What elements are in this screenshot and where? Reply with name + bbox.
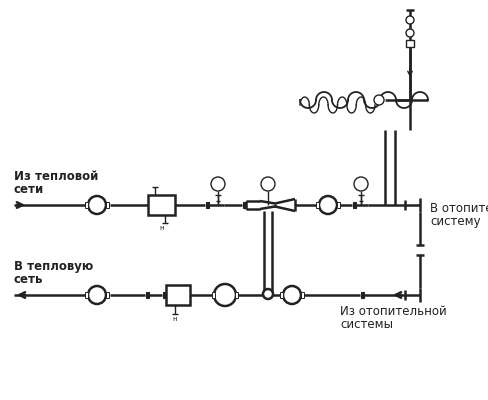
Bar xyxy=(106,202,109,208)
Bar xyxy=(85,292,88,298)
Bar xyxy=(145,292,148,298)
Bar xyxy=(280,292,283,298)
Bar xyxy=(301,292,304,298)
Bar xyxy=(212,292,215,298)
Circle shape xyxy=(354,177,368,191)
Text: В отопительную: В отопительную xyxy=(430,202,488,215)
Bar xyxy=(406,40,414,47)
Bar xyxy=(148,195,175,215)
Bar xyxy=(352,202,355,208)
Circle shape xyxy=(88,286,106,304)
Bar xyxy=(235,292,238,298)
Bar xyxy=(317,202,320,208)
Circle shape xyxy=(88,196,106,214)
Circle shape xyxy=(263,289,273,299)
Text: В тепловую: В тепловую xyxy=(14,260,93,273)
Bar xyxy=(85,202,88,208)
Text: Из отопительной: Из отопительной xyxy=(340,305,447,318)
Bar xyxy=(281,292,284,298)
Text: Из тепловой: Из тепловой xyxy=(14,170,99,183)
Text: системы: системы xyxy=(340,318,393,331)
Text: систему: систему xyxy=(430,215,481,228)
Bar xyxy=(106,292,109,298)
Text: сети: сети xyxy=(14,183,44,196)
Circle shape xyxy=(406,16,414,24)
Bar xyxy=(361,292,364,298)
Bar xyxy=(337,202,340,208)
Bar xyxy=(316,202,319,208)
Circle shape xyxy=(406,29,414,37)
Circle shape xyxy=(319,196,337,214)
Bar xyxy=(163,292,165,298)
Circle shape xyxy=(211,177,225,191)
Circle shape xyxy=(374,95,384,105)
Bar xyxy=(205,202,208,208)
Bar xyxy=(243,202,245,208)
Circle shape xyxy=(214,284,236,306)
Circle shape xyxy=(261,177,275,191)
Text: сеть: сеть xyxy=(14,273,43,286)
Text: н: н xyxy=(173,316,177,322)
Circle shape xyxy=(283,286,301,304)
Bar xyxy=(166,285,190,305)
Text: н: н xyxy=(160,225,164,231)
